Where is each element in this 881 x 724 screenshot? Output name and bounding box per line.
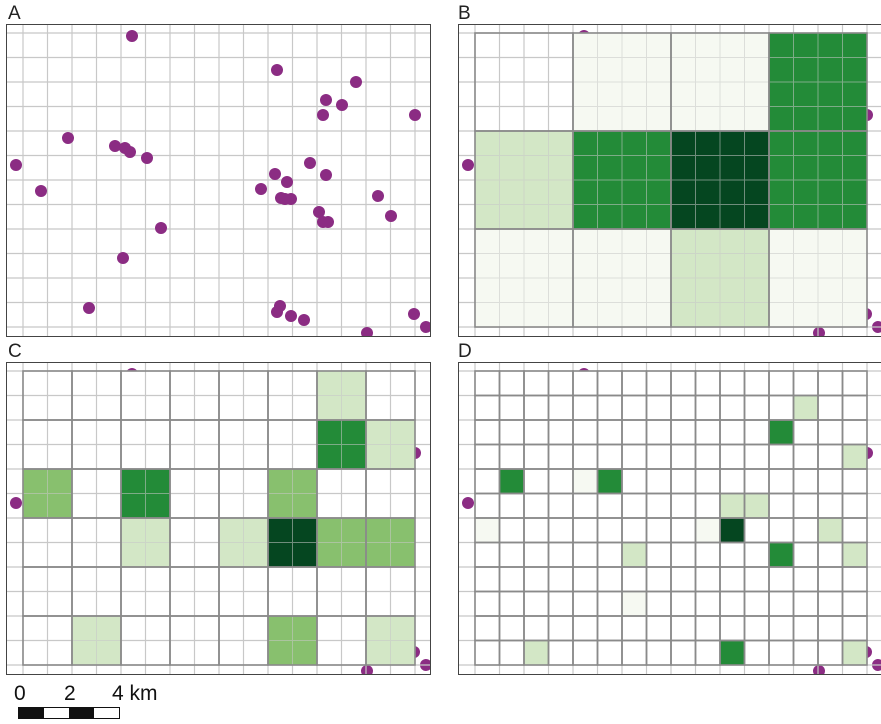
occurrence-points (10, 30, 430, 336)
occurrence-point (320, 94, 332, 106)
occurrence-point (269, 168, 281, 180)
occurrence-point (408, 308, 420, 320)
panel-label-b: B (458, 3, 471, 24)
occurrence-point (420, 321, 430, 333)
density-cell (573, 469, 598, 494)
map-panel-d (458, 362, 881, 675)
occurrence-point (271, 64, 283, 76)
scale-segment (44, 708, 69, 718)
density-cell (475, 518, 500, 543)
occurrence-point (298, 314, 310, 326)
background-grid (7, 25, 430, 336)
occurrence-point (83, 302, 95, 314)
cell-border (365, 615, 416, 666)
occurrence-point (255, 183, 267, 195)
occurrence-point (285, 310, 297, 322)
panel-c-cell-borders (22, 370, 416, 666)
panel-d-cells (475, 395, 867, 665)
occurrence-point (322, 216, 334, 228)
occurrence-point (35, 185, 47, 197)
occurrence-point (141, 152, 153, 164)
scale-segment (94, 708, 119, 718)
panel-label-c: C (8, 341, 22, 362)
map-canvas-a (7, 25, 430, 336)
map-canvas-b (459, 25, 881, 336)
density-cell (842, 444, 867, 469)
occurrence-point (117, 252, 129, 264)
map-panel-a (6, 24, 431, 337)
density-cell (769, 542, 794, 567)
occurrence-point (813, 665, 825, 674)
density-cell (720, 493, 745, 518)
occurrence-point (462, 497, 474, 509)
density-cell (842, 542, 867, 567)
scale-label-0: 0 (14, 682, 26, 705)
occurrence-point (361, 665, 373, 674)
occurrence-point (10, 497, 22, 509)
map-panel-c (6, 362, 431, 675)
panel-label-a: A (8, 3, 21, 24)
occurrence-point (372, 190, 384, 202)
cell-border (841, 639, 868, 666)
occurrence-point (350, 76, 362, 88)
occurrence-point (361, 327, 373, 336)
occurrence-point (10, 159, 22, 171)
occurrence-point (124, 146, 136, 158)
occurrence-point (271, 306, 283, 318)
occurrence-point (126, 30, 138, 42)
panel-d-cell-borders (474, 370, 868, 666)
density-cell (720, 518, 745, 543)
scale-bar (18, 707, 120, 719)
density-cell (793, 395, 818, 420)
occurrence-point (281, 176, 293, 188)
panel-label-d: D (458, 341, 472, 362)
density-cell (524, 640, 549, 665)
map-canvas-d (459, 363, 881, 674)
occurrence-point (320, 169, 332, 181)
map-panel-b (458, 24, 881, 337)
density-cell (744, 493, 769, 518)
occurrence-point (409, 109, 421, 121)
occurrence-point (109, 140, 121, 152)
density-cell (769, 420, 794, 445)
density-cell (720, 640, 745, 665)
occurrence-point (62, 132, 74, 144)
occurrence-point (813, 327, 825, 336)
cell-border (768, 228, 868, 328)
scale-segment (69, 708, 94, 718)
occurrence-point (462, 159, 474, 171)
density-cell (622, 542, 647, 567)
density-cell (499, 469, 524, 494)
occurrence-point (279, 193, 291, 205)
density-cell (622, 591, 647, 616)
density-cell (597, 469, 622, 494)
scale-segment (19, 708, 44, 718)
density-cell (695, 518, 720, 543)
density-cell (842, 640, 867, 665)
occurrence-point (313, 206, 325, 218)
map-canvas-c (7, 363, 430, 674)
occurrence-point (385, 210, 397, 222)
occurrence-point (155, 222, 167, 234)
density-cell (818, 518, 843, 543)
occurrence-point (304, 157, 316, 169)
scale-label-4km: 4 km (112, 682, 158, 705)
scale-label-2: 2 (64, 682, 76, 705)
panel-b-cell-borders (474, 32, 868, 328)
occurrence-point (336, 99, 348, 111)
occurrence-point (317, 109, 329, 121)
